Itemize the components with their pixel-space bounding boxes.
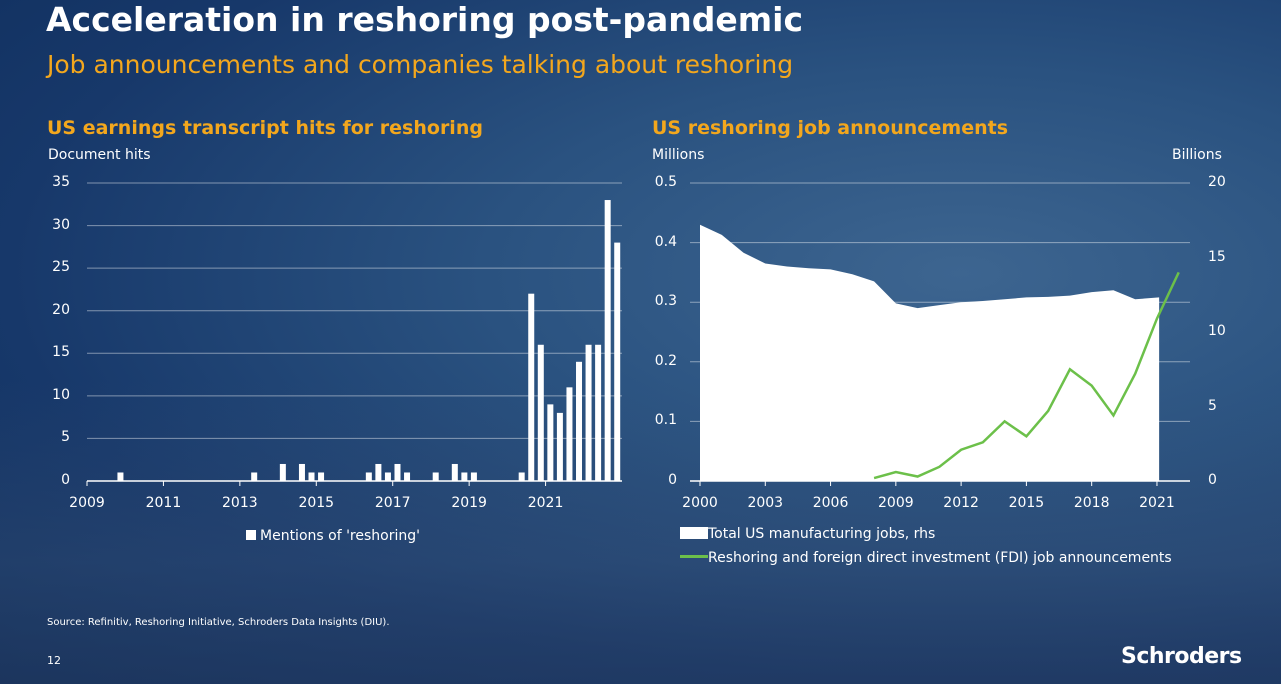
bar: [604, 200, 611, 481]
right-chart-title: US reshoring job announcements: [652, 117, 1009, 139]
right-x-tick: 2021: [1139, 495, 1175, 511]
right-y-label: Millions: [652, 147, 705, 163]
right-y-tick: 0.5: [654, 174, 677, 190]
left-legend: Mentions of 'reshoring': [246, 528, 420, 544]
bar: [432, 472, 439, 481]
left-x-tick: 2017: [374, 495, 411, 511]
bar: [375, 463, 382, 481]
left-y-tick: 15: [52, 344, 70, 361]
right-x-tick: 2009: [878, 495, 914, 511]
bar: [251, 472, 258, 481]
right-y-tick: 0.1: [654, 412, 677, 429]
bar: [537, 344, 544, 481]
right-y2-tick: 15: [1208, 248, 1226, 265]
right-y-tick: 0.2: [654, 352, 677, 369]
page-number: 12: [47, 654, 61, 667]
bar: [461, 472, 468, 481]
left-x-tick: 2015: [298, 495, 335, 511]
legend-bar-swatch: [246, 530, 256, 540]
bar: [365, 472, 372, 481]
right-x-tick: 2015: [1008, 495, 1045, 511]
bar: [470, 472, 477, 481]
right-x-tick: 2003: [747, 495, 784, 511]
bar: [298, 463, 305, 481]
left-y-tick: 30: [52, 216, 70, 233]
left-y-tick: 20: [52, 301, 70, 318]
right-y-tick: 0.3: [654, 293, 677, 310]
right-y-tick: 0: [668, 472, 677, 488]
bar: [394, 463, 401, 481]
reshoring-announcements-line: [873, 271, 1180, 480]
right-y2-label: Billions: [1172, 147, 1222, 163]
bar: [566, 387, 573, 481]
right-x-tick: 2006: [812, 495, 849, 511]
left-y-tick: 25: [52, 259, 70, 276]
bar: [404, 472, 411, 481]
right-legend-area: Total US manufacturing jobs, rhs: [680, 526, 935, 542]
left-legend-label: Mentions of 'reshoring': [260, 528, 420, 544]
legend-line-swatch: [680, 555, 708, 558]
right-x-tick: 2018: [1073, 495, 1110, 511]
bar: [585, 344, 592, 481]
left-x-tick: 2009: [69, 495, 105, 511]
bar: [614, 242, 621, 481]
bar: [547, 404, 554, 481]
left-y-tick: 10: [52, 386, 70, 403]
left-x-tick: 2011: [145, 495, 182, 511]
left-y-label: Document hits: [48, 147, 151, 163]
bar: [518, 472, 525, 481]
left-y-tick: 35: [52, 174, 70, 190]
bar: [279, 463, 286, 481]
right-y2-tick: 5: [1208, 397, 1217, 414]
bar: [595, 344, 602, 481]
slide-title: Acceleration in reshoring post-pandemic: [46, 0, 804, 39]
bar: [556, 412, 563, 481]
bar: [117, 472, 124, 481]
left-x-tick: 2019: [451, 495, 487, 511]
bar: [451, 463, 458, 481]
right-y2-tick: 0: [1208, 472, 1217, 488]
left-y-tick: 0: [61, 472, 70, 488]
right-legend-line: Reshoring and foreign direct investment …: [680, 550, 1172, 566]
bar: [318, 472, 325, 481]
schroders-logo: Schroders: [1121, 644, 1242, 669]
bar: [576, 361, 583, 481]
slide-subtitle: Job announcements and companies talking …: [47, 50, 794, 79]
right-x-tick: 2012: [943, 495, 979, 511]
left-chart-title: US earnings transcript hits for reshorin…: [47, 117, 483, 139]
left-x-tick: 2021: [527, 495, 564, 511]
right-legend-area-label: Total US manufacturing jobs, rhs: [708, 526, 936, 542]
left-y-tick: 5: [61, 429, 70, 446]
right-y2-tick: 10: [1208, 323, 1226, 339]
right-y-tick: 0.4: [654, 233, 677, 250]
left-x-tick: 2013: [222, 495, 258, 511]
bar: [308, 472, 315, 481]
manufacturing-jobs-area: [700, 224, 1160, 481]
right-x-tick: 2000: [682, 495, 718, 511]
legend-area-swatch: [680, 527, 708, 539]
bar: [384, 472, 391, 481]
bar: [528, 293, 535, 481]
right-y2-tick: 20: [1208, 174, 1226, 190]
source-note: Source: Refinitiv, Reshoring Initiative,…: [47, 617, 390, 628]
right-legend-line-label: Reshoring and foreign direct investment …: [708, 550, 1172, 566]
